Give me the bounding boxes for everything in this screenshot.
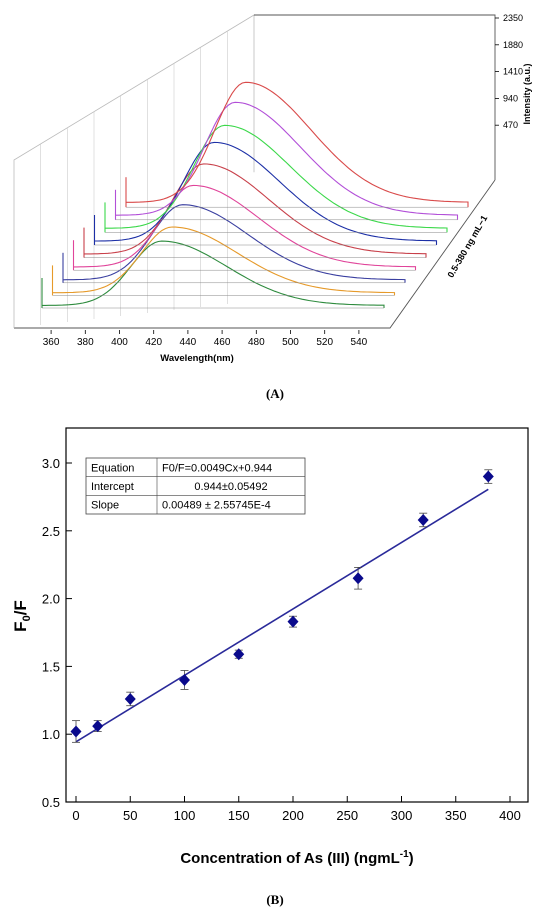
waterfall-series-curve — [94, 141, 438, 245]
y-tick-label: 3.0 — [42, 456, 60, 471]
y-tick-label: 0.5 — [42, 795, 60, 810]
plot-frame — [65, 427, 529, 803]
x-tick-label: 350 — [445, 808, 467, 823]
wavelength-tick-label: 540 — [351, 337, 368, 348]
wavelength-tick-label: 500 — [282, 337, 299, 348]
data-point-marker — [233, 648, 245, 661]
intensity-tick-label: 470 — [503, 120, 518, 130]
waterfall-series — [41, 81, 469, 309]
data-point-marker — [352, 572, 364, 585]
y-tick-label: 2.5 — [42, 524, 60, 539]
wavelength-tick-label: 400 — [111, 337, 128, 348]
linear-fit-line — [75, 488, 489, 743]
waterfall-series-curve — [73, 184, 417, 271]
data-point-marker — [417, 513, 429, 526]
data-point-marker — [124, 692, 136, 705]
stats-value-slope: 0.00489 ± 2.55745E-4 — [162, 500, 271, 512]
stats-label-intercept: Intercept — [91, 481, 134, 493]
waterfall-series-curve — [42, 240, 385, 308]
x-axis-title: Concentration of As (III) (ngmL-1) — [180, 849, 413, 867]
intensity-tick-label: 1410 — [503, 67, 523, 77]
y-tick-label: 1.0 — [42, 727, 60, 742]
stats-label-equation: Equation — [91, 463, 134, 475]
intensity-axis-ticks: 470 940 1410 1880 2350 — [495, 13, 523, 130]
regression-stats-table: Equation F0/F=0.0049Cx+0.944 Intercept 0… — [85, 457, 306, 515]
stats-label-slope: Slope — [91, 500, 119, 512]
x-tick-label: 250 — [336, 808, 358, 823]
x-tick-label: 400 — [499, 808, 521, 823]
waterfall-series-curve — [84, 163, 427, 258]
stats-value-intercept: 0.944±0.05492 — [194, 481, 267, 493]
x-tick-label: 150 — [228, 808, 250, 823]
data-point-marker — [179, 673, 190, 686]
wavelength-tick-label: 440 — [180, 337, 197, 348]
concentration-depth-axis-title: 0.5-380 ng mL−1 — [445, 214, 489, 280]
y-axis-title: F0/F — [11, 600, 33, 632]
waterfall-series-curve — [105, 124, 448, 233]
x-tick-label: 50 — [123, 808, 137, 823]
intensity-axis-title: Intensity (a.u.) — [522, 63, 532, 124]
data-point-marker — [287, 615, 299, 628]
y-axis-ticks: 0.5 1.0 1.5 2.0 2.5 3.0 — [42, 456, 72, 810]
panel-b-label: (B) — [266, 892, 284, 907]
x-tick-label: 100 — [174, 808, 196, 823]
data-point-marker — [92, 720, 104, 733]
wavelength-tick-label: 360 — [43, 337, 60, 348]
x-tick-label: 0 — [72, 808, 79, 823]
waterfall-series-curve — [126, 81, 469, 208]
fluorescence-waterfall-chart: 360 380 400 420 440 460 480 500 520 540 470 940 141… — [13, 13, 532, 364]
waterfall-series-curve — [115, 101, 459, 220]
data-point-marker — [482, 470, 494, 483]
wavelength-axis-ticks: 360 380 400 420 440 460 480 500 520 540 — [43, 330, 368, 348]
waterfall-series-curve — [52, 226, 396, 296]
intensity-tick-label: 940 — [503, 93, 518, 103]
intensity-tick-label: 1880 — [503, 40, 523, 50]
x-tick-label: 300 — [391, 808, 413, 823]
y-tick-label: 2.0 — [42, 592, 60, 607]
waterfall-walls — [13, 14, 496, 329]
wavelength-tick-label: 480 — [248, 337, 265, 348]
wavelength-axis-title: Wavelength(nm) — [160, 353, 234, 364]
wavelength-tick-label: 380 — [77, 337, 94, 348]
x-tick-label: 200 — [282, 808, 304, 823]
data-points — [70, 469, 494, 743]
y-tick-label: 1.5 — [42, 659, 60, 674]
calibration-scatter-chart: 0 50 100 150 200 250 300 350 400 0.5 1.0 1.5 2.0 2.5… — [11, 427, 529, 867]
x-axis-ticks: 0 50 100 150 200 250 300 350 400 — [72, 796, 521, 823]
wavelength-tick-label: 420 — [145, 337, 162, 348]
intensity-tick-label: 2350 — [503, 13, 523, 23]
wavelength-tick-label: 520 — [316, 337, 333, 348]
panel-a-label: (A) — [265, 386, 285, 401]
data-point-marker — [70, 725, 82, 738]
stats-value-equation: F0/F=0.0049Cx+0.944 — [162, 463, 272, 475]
wavelength-tick-label: 460 — [214, 337, 231, 348]
